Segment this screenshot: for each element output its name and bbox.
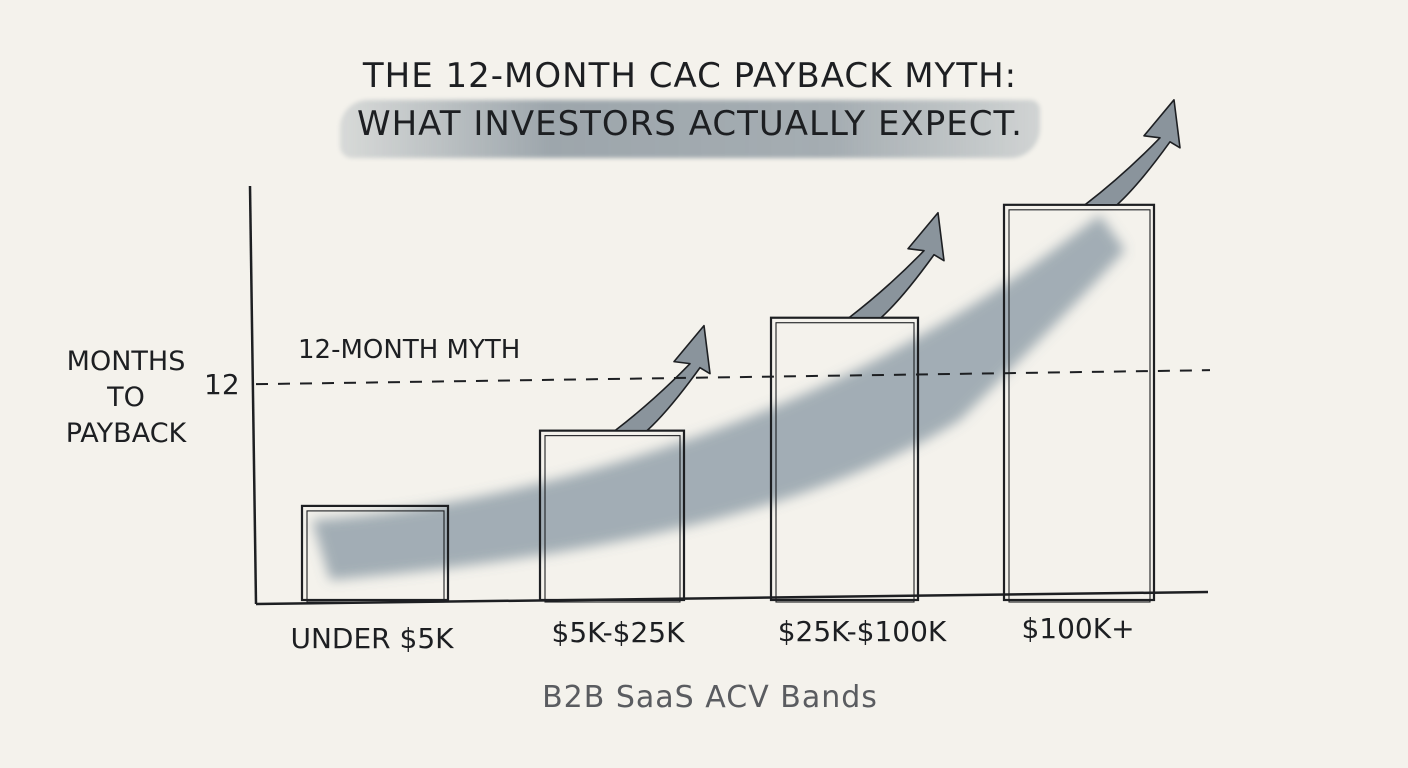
x-tick-labels: UNDER $5K $5K-$25K $25K-$100K $100K+ — [290, 612, 1134, 655]
arrows-layer — [614, 99, 1181, 432]
reference-layer: 12-MONTH MYTH 12 — [204, 335, 1211, 401]
trend-arrow-2 — [848, 211, 945, 319]
bar-3 — [1002, 203, 1156, 603]
y-tick-label-12: 12 — [204, 368, 240, 401]
bar-outline-3 — [1002, 203, 1156, 602]
bar-outline-0 — [300, 504, 450, 602]
x-tick-label-5k-25k: $5K-$25K — [552, 616, 686, 649]
x-axis — [255, 590, 1209, 606]
chart-title-line-1: THE 12-MONTH CAC PAYBACK MYTH: — [362, 56, 1018, 96]
trend-arrow-1 — [614, 324, 711, 432]
x-tick-label-25k-100k: $25K-$100K — [778, 615, 947, 648]
chart-title: THE 12-MONTH CAC PAYBACK MYTH: WHAT INVE… — [300, 52, 1080, 148]
y-axis-label: MONTHS TO PAYBACK — [65, 346, 187, 449]
x-tick-label-under-5k: UNDER $5K — [290, 622, 454, 655]
reference-line-12-month — [255, 369, 1211, 386]
title-watercolor-wash — [340, 100, 1040, 158]
bar-sketch-line-3 — [1008, 209, 1151, 603]
x-tick-label-100k-plus: $100K+ — [1021, 612, 1134, 645]
trend-wash — [312, 215, 1125, 580]
y-axis — [248, 185, 258, 605]
x-axis-label: B2B SaaS ACV Bands — [542, 680, 878, 715]
reference-line-label: 12-MONTH MYTH — [298, 335, 520, 365]
chart-title-line-2: WHAT INVESTORS ACTUALLY EXPECT. — [356, 104, 1023, 144]
axes-layer — [248, 185, 1209, 606]
bar-sketch-line-1 — [544, 435, 681, 603]
bar-sketch-line-2 — [775, 322, 915, 603]
bar-outline-2 — [769, 316, 920, 602]
bar-2 — [769, 316, 920, 603]
trend-arrow-3 — [1084, 99, 1181, 206]
